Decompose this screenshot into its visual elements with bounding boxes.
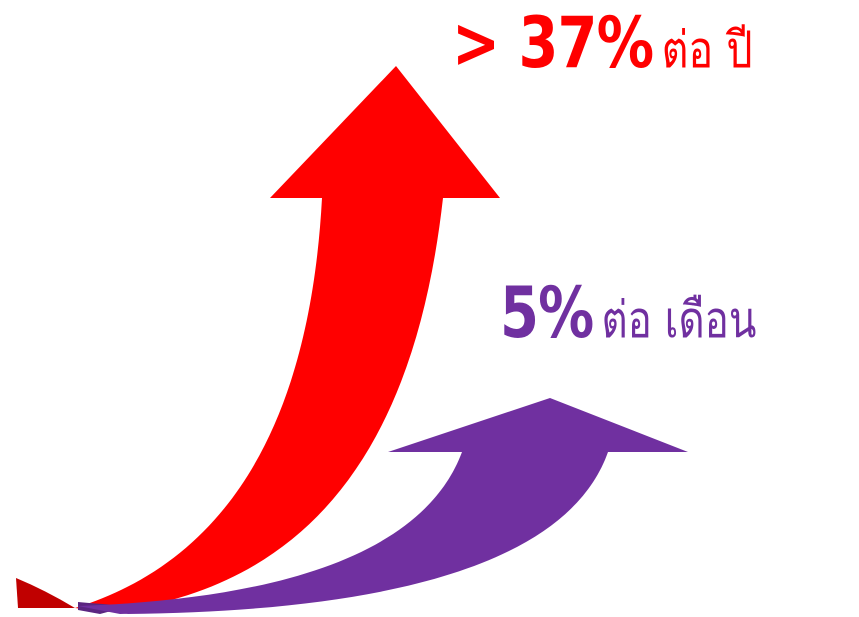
yearly-growth-label: > 37% ต่อ ปี — [452, 8, 753, 78]
yearly-growth-unit: ต่อ ปี — [661, 20, 753, 79]
yearly-growth-value: > 37% — [452, 2, 654, 84]
red-arrow-tail-shadow — [16, 578, 75, 608]
monthly-growth-unit: ต่อ เดือน — [601, 290, 757, 349]
monthly-growth-value: 5% — [500, 272, 594, 354]
red-growth-arrow — [75, 66, 500, 612]
purple-growth-arrow — [78, 398, 688, 614]
monthly-growth-label: 5% ต่อ เดือน — [500, 278, 756, 348]
